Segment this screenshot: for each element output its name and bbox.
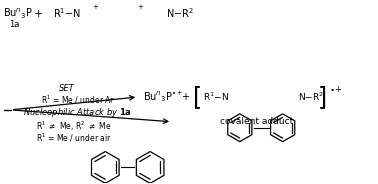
- Text: 1a: 1a: [9, 20, 19, 29]
- Text: N$-$R$^2$: N$-$R$^2$: [297, 91, 324, 103]
- Text: R$^1$$-$N: R$^1$$-$N: [203, 91, 229, 103]
- Text: Nucleophilic Attack by $\mathbf{1a}$: Nucleophilic Attack by $\mathbf{1a}$: [23, 106, 132, 119]
- Text: covalent adduct: covalent adduct: [220, 117, 293, 126]
- Text: N$-$R$^2$: N$-$R$^2$: [166, 7, 194, 20]
- Text: R$^1$ $\neq$ Me, R$^2$ $\neq$ Me: R$^1$ $\neq$ Me, R$^2$ $\neq$ Me: [36, 120, 111, 133]
- Text: R$^1$ = Me / under air: R$^1$ = Me / under air: [36, 131, 111, 144]
- Text: $\bullet$+: $\bullet$+: [330, 84, 343, 94]
- Text: ]: ]: [318, 85, 327, 109]
- Text: Bu$^n$$_3$P: Bu$^n$$_3$P: [3, 6, 33, 21]
- Text: +: +: [34, 9, 43, 19]
- Text: +: +: [137, 4, 143, 10]
- Text: +: +: [92, 4, 98, 10]
- Text: [: [: [193, 85, 202, 109]
- Text: Bu$^n$$_3$P$^{\bullet+}$: Bu$^n$$_3$P$^{\bullet+}$: [143, 89, 184, 104]
- Text: R$^1$ = Me / under Ar: R$^1$ = Me / under Ar: [40, 94, 115, 106]
- Text: R$^1$$-$N: R$^1$$-$N: [53, 7, 81, 20]
- Text: SET: SET: [59, 84, 74, 93]
- Text: +: +: [181, 92, 189, 102]
